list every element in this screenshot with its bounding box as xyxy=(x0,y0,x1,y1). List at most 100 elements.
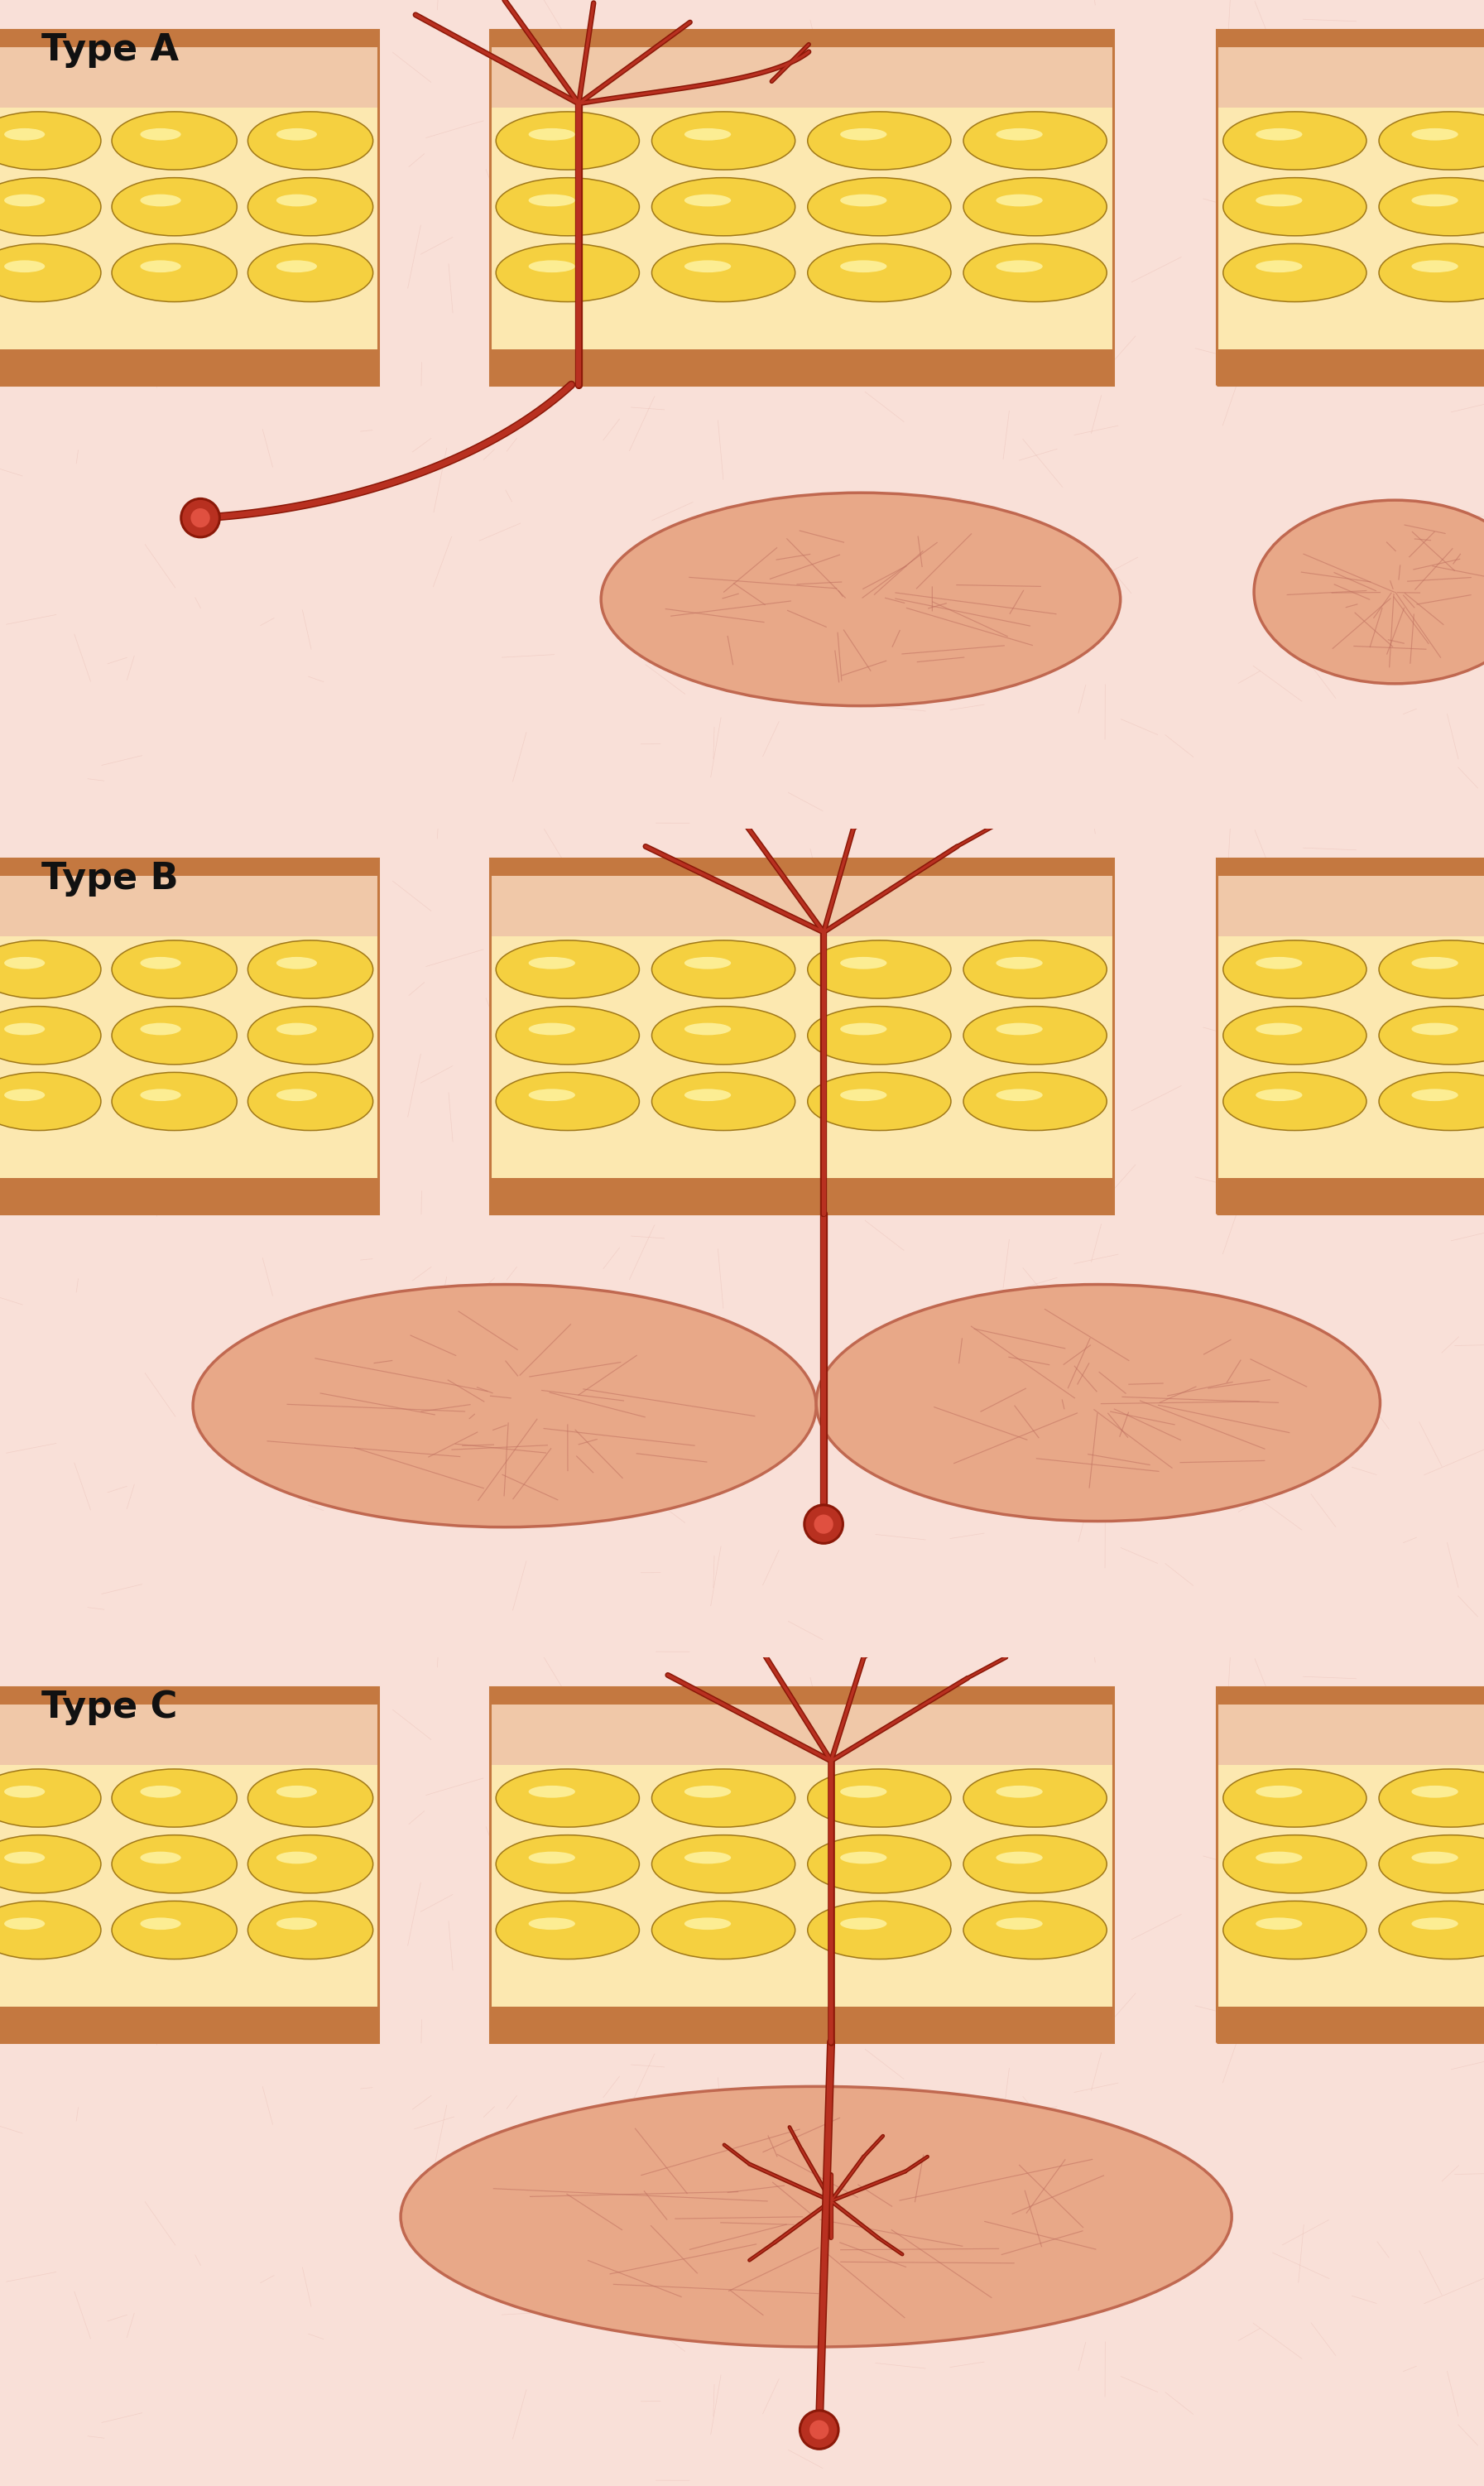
Ellipse shape xyxy=(651,244,795,301)
Ellipse shape xyxy=(0,940,101,999)
Ellipse shape xyxy=(528,1917,576,1929)
Ellipse shape xyxy=(601,492,1120,706)
Ellipse shape xyxy=(141,1852,181,1864)
Ellipse shape xyxy=(528,957,576,970)
Ellipse shape xyxy=(276,1917,318,1929)
Ellipse shape xyxy=(840,1852,887,1864)
Ellipse shape xyxy=(651,1902,795,1959)
Ellipse shape xyxy=(651,1770,795,1827)
Ellipse shape xyxy=(807,940,951,999)
Bar xyxy=(1217,858,1484,937)
Bar xyxy=(0,30,378,107)
Ellipse shape xyxy=(840,261,887,273)
Ellipse shape xyxy=(1223,244,1367,301)
Ellipse shape xyxy=(1411,194,1459,206)
Ellipse shape xyxy=(1379,1835,1484,1894)
Ellipse shape xyxy=(141,129,181,139)
Ellipse shape xyxy=(1411,1022,1459,1034)
Ellipse shape xyxy=(4,1917,45,1929)
Ellipse shape xyxy=(1255,129,1303,139)
Ellipse shape xyxy=(0,1007,101,1064)
Ellipse shape xyxy=(1255,194,1303,206)
Ellipse shape xyxy=(248,1835,372,1894)
Ellipse shape xyxy=(111,112,237,169)
Ellipse shape xyxy=(963,1007,1107,1064)
Ellipse shape xyxy=(1379,1770,1484,1827)
Ellipse shape xyxy=(248,1071,372,1131)
Bar xyxy=(1217,30,1484,385)
Ellipse shape xyxy=(1379,1902,1484,1959)
Ellipse shape xyxy=(840,1785,887,1797)
Ellipse shape xyxy=(1255,1089,1303,1101)
Ellipse shape xyxy=(996,1089,1043,1101)
Bar xyxy=(0,2006,378,2041)
Ellipse shape xyxy=(193,1285,816,1526)
Ellipse shape xyxy=(0,1835,101,1894)
Ellipse shape xyxy=(248,177,372,236)
Ellipse shape xyxy=(0,244,101,301)
Ellipse shape xyxy=(1411,957,1459,970)
Ellipse shape xyxy=(1411,1785,1459,1797)
Ellipse shape xyxy=(528,261,576,273)
Ellipse shape xyxy=(401,2086,1232,2347)
Text: Type C: Type C xyxy=(42,1690,178,1725)
Ellipse shape xyxy=(111,1902,237,1959)
Ellipse shape xyxy=(248,1902,372,1959)
Ellipse shape xyxy=(840,1917,887,1929)
Bar xyxy=(490,1688,1113,1703)
Ellipse shape xyxy=(4,129,45,139)
Ellipse shape xyxy=(684,1089,732,1101)
Ellipse shape xyxy=(807,112,951,169)
Bar xyxy=(0,1178,378,1213)
Bar xyxy=(490,30,1113,385)
Ellipse shape xyxy=(141,1785,181,1797)
Ellipse shape xyxy=(111,1770,237,1827)
Ellipse shape xyxy=(276,1089,318,1101)
Text: Type A: Type A xyxy=(42,32,180,67)
Ellipse shape xyxy=(496,177,640,236)
Ellipse shape xyxy=(1411,261,1459,273)
Bar xyxy=(0,107,378,348)
Ellipse shape xyxy=(528,1785,576,1797)
Ellipse shape xyxy=(651,1007,795,1064)
Ellipse shape xyxy=(996,1852,1043,1864)
Ellipse shape xyxy=(840,194,887,206)
Ellipse shape xyxy=(651,1071,795,1131)
Bar xyxy=(0,1964,378,2006)
Ellipse shape xyxy=(248,940,372,999)
Bar xyxy=(1217,1688,1484,2041)
Ellipse shape xyxy=(651,177,795,236)
Bar xyxy=(1217,1964,1484,2006)
Ellipse shape xyxy=(111,1835,237,1894)
Bar xyxy=(0,30,378,385)
Ellipse shape xyxy=(496,1902,640,1959)
Ellipse shape xyxy=(141,1022,181,1034)
Ellipse shape xyxy=(963,1835,1107,1894)
Ellipse shape xyxy=(816,1285,1380,1521)
Ellipse shape xyxy=(1255,1785,1303,1797)
Ellipse shape xyxy=(1411,1089,1459,1101)
Circle shape xyxy=(191,507,211,527)
Bar xyxy=(0,858,378,937)
Ellipse shape xyxy=(496,1071,640,1131)
Ellipse shape xyxy=(276,1785,318,1797)
Ellipse shape xyxy=(840,129,887,139)
Ellipse shape xyxy=(963,1071,1107,1131)
Bar xyxy=(1217,107,1484,348)
Ellipse shape xyxy=(111,940,237,999)
Ellipse shape xyxy=(840,1022,887,1034)
Bar xyxy=(490,306,1113,348)
Ellipse shape xyxy=(4,1022,45,1034)
Ellipse shape xyxy=(1255,1917,1303,1929)
Ellipse shape xyxy=(111,1071,237,1131)
Ellipse shape xyxy=(248,1007,372,1064)
Bar xyxy=(1217,348,1484,385)
Ellipse shape xyxy=(276,957,318,970)
Ellipse shape xyxy=(996,1022,1043,1034)
Ellipse shape xyxy=(840,1089,887,1101)
Ellipse shape xyxy=(963,177,1107,236)
Ellipse shape xyxy=(4,194,45,206)
Ellipse shape xyxy=(1223,177,1367,236)
Bar xyxy=(1217,937,1484,1178)
Ellipse shape xyxy=(807,1902,951,1959)
